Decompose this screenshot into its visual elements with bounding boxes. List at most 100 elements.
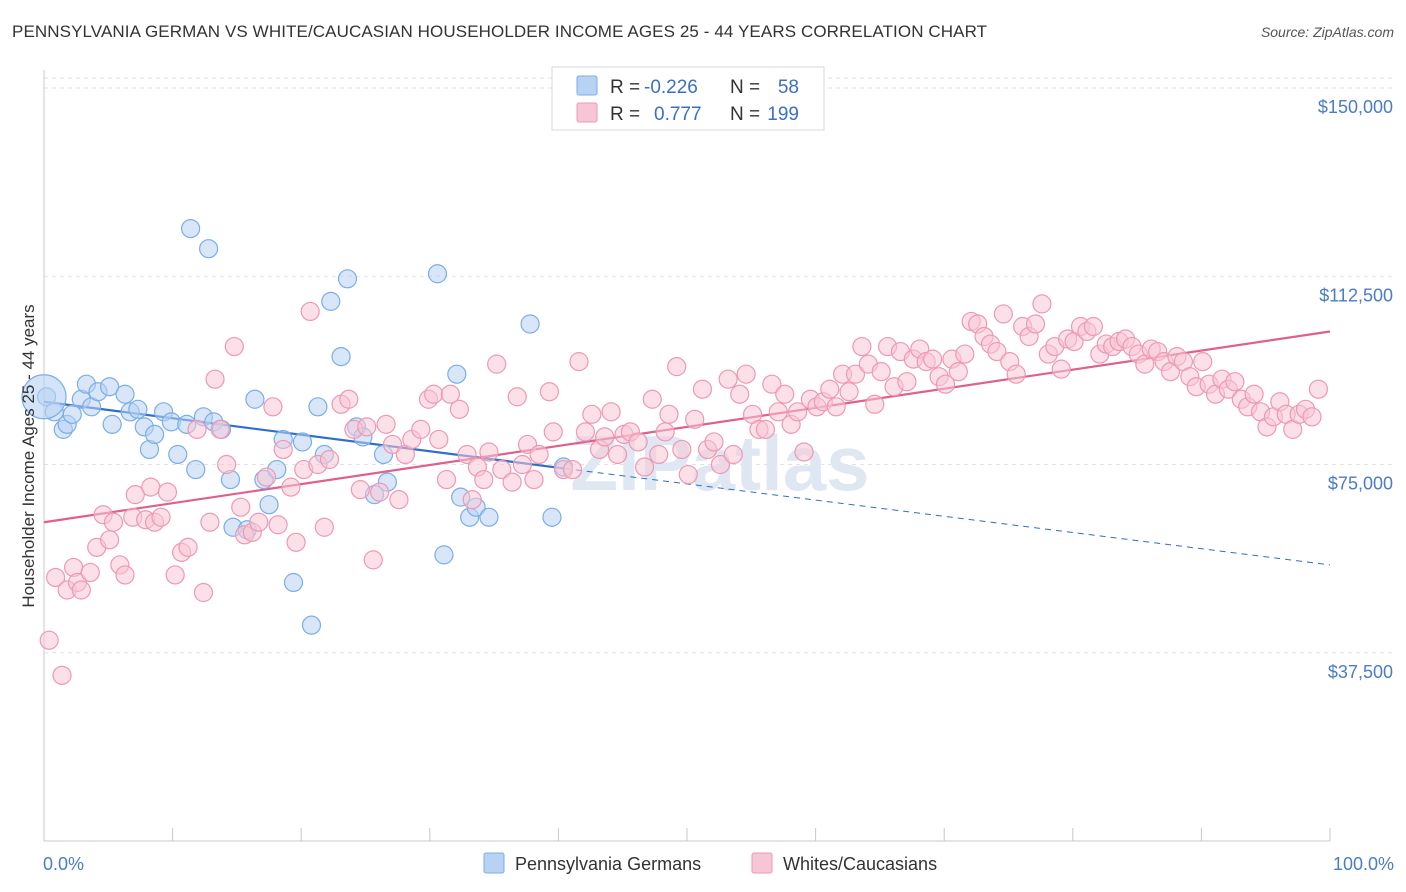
data-point: [128, 399, 148, 419]
data-point: [1025, 314, 1046, 334]
data-point: [224, 336, 244, 357]
data-point-large: [21, 374, 67, 420]
data-point: [678, 464, 698, 485]
data-point: [292, 432, 313, 452]
data-point: [314, 517, 334, 537]
data-point: [502, 472, 522, 492]
data-point: [710, 454, 731, 475]
data-point: [762, 374, 782, 394]
y-tick-label: $75,000: [1328, 474, 1393, 494]
trend-line-extension: [564, 468, 1331, 566]
data-point: [168, 444, 188, 465]
scatter-points: [21, 218, 1329, 685]
stats-swatch-blue: [576, 75, 598, 96]
legend-label-whites-caucasians: Whites/Caucasians: [783, 854, 937, 874]
data-point: [210, 419, 230, 439]
data-point: [524, 469, 544, 490]
data-point: [281, 477, 301, 497]
data-point: [1308, 379, 1329, 399]
data-point: [1032, 294, 1052, 314]
data-point: [865, 394, 885, 414]
data-point: [607, 444, 628, 465]
data-point: [80, 562, 100, 583]
data-point: [62, 404, 82, 424]
data-point: [411, 419, 431, 439]
stats-r-value-1: 0.777: [654, 104, 702, 125]
data-point: [935, 374, 956, 394]
stats-r-label-1: R =: [610, 104, 640, 125]
data-point: [125, 485, 145, 505]
data-point: [1051, 359, 1071, 379]
legend-label-pennsylvania-germans: Pennsylvania Germans: [515, 854, 701, 874]
series-legend: Pennsylvania Germans Whites/Caucasians: [483, 852, 937, 874]
data-point: [319, 449, 340, 470]
data-point: [308, 397, 328, 417]
data-point: [424, 384, 444, 404]
legend-swatch-pennsylvania-germans: [483, 852, 505, 874]
data-point: [199, 239, 219, 259]
data-point: [718, 369, 738, 389]
data-point: [582, 404, 602, 424]
data-point: [52, 665, 72, 685]
data-point: [440, 384, 460, 404]
data-point: [357, 417, 377, 437]
data-point: [144, 424, 165, 445]
source-label: Source: ZipAtlas.com: [1260, 24, 1394, 40]
data-point: [1244, 384, 1264, 404]
stats-r-value-0: -0.226: [644, 77, 698, 98]
data-point: [923, 349, 943, 369]
data-point: [520, 314, 540, 334]
y-axis-label: Householder Income Ages 25 - 44 years: [19, 304, 38, 607]
data-point: [569, 352, 589, 372]
y-tick-label: $112,500: [1319, 285, 1393, 305]
data-point: [659, 404, 679, 424]
data-point: [249, 512, 269, 532]
data-point: [165, 565, 185, 585]
data-point: [755, 419, 776, 439]
data-point: [99, 530, 120, 550]
data-point: [389, 490, 409, 510]
data-point: [141, 477, 161, 497]
data-point: [178, 537, 198, 557]
x-tick-label-min: 0.0%: [43, 854, 84, 874]
data-point: [736, 364, 756, 384]
data-point: [628, 432, 648, 452]
data-point: [871, 362, 891, 382]
stats-n-label-0: N =: [730, 77, 760, 98]
data-point: [730, 384, 750, 404]
data-point: [103, 512, 124, 532]
data-point: [449, 399, 469, 419]
data-point: [256, 467, 277, 487]
data-point: [897, 372, 917, 392]
data-point: [115, 565, 135, 585]
trend-line-whites-caucasians: [43, 330, 1331, 524]
data-point: [286, 532, 306, 552]
stats-legend: R = -0.226 N = 58 R = 0.777 N = 199: [551, 66, 825, 131]
data-point: [539, 382, 559, 402]
data-point: [181, 218, 201, 239]
stats-n-value-1: 199: [767, 104, 799, 125]
stats-n-label-1: N =: [730, 104, 760, 125]
data-point: [852, 336, 872, 357]
data-point: [436, 469, 457, 490]
data-point: [157, 482, 178, 502]
data-point: [339, 389, 359, 409]
data-point: [987, 341, 1007, 362]
data-point: [193, 582, 214, 603]
data-point: [39, 630, 59, 650]
data-point: [948, 362, 968, 382]
data-point: [692, 379, 713, 399]
data-point: [655, 422, 675, 442]
data-point: [245, 389, 265, 409]
data-point: [259, 495, 279, 515]
data-point: [273, 439, 293, 460]
data-point: [382, 434, 403, 455]
data-point: [575, 422, 596, 442]
data-point: [331, 346, 351, 367]
data-point: [1083, 316, 1103, 337]
data-point: [268, 515, 288, 535]
data-point: [370, 482, 390, 502]
y-tick-labels: $37,500 $75,000 $112,500 $150,000: [1318, 97, 1393, 682]
y-tick-label: $37,500: [1328, 662, 1393, 682]
data-point: [363, 550, 383, 570]
